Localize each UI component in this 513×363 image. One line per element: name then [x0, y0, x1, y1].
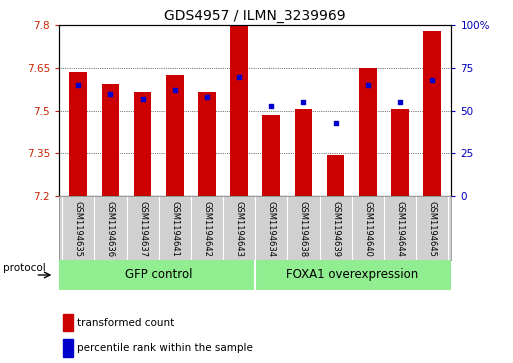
Point	[203, 94, 211, 100]
Bar	[198, 92, 216, 196]
Point	[106, 91, 114, 97]
Title: GDS4957 / ILMN_3239969: GDS4957 / ILMN_3239969	[164, 9, 346, 23]
Text: percentile rank within the sample: percentile rank within the sample	[76, 343, 252, 353]
Text: transformed count: transformed count	[76, 318, 174, 328]
Bar	[294, 109, 312, 196]
Point	[428, 77, 436, 83]
Bar	[69, 72, 87, 196]
Bar	[134, 92, 151, 196]
Bar	[230, 25, 248, 196]
Text: protocol: protocol	[3, 263, 46, 273]
Point	[396, 99, 404, 105]
Bar	[102, 84, 120, 196]
Point	[267, 103, 275, 109]
Bar	[63, 314, 73, 331]
Text: FOXA1 overexpression: FOXA1 overexpression	[286, 269, 418, 281]
Bar	[327, 155, 345, 196]
Text: GSM1194635: GSM1194635	[74, 201, 83, 257]
Point	[235, 74, 243, 79]
Text: GFP control: GFP control	[125, 269, 192, 281]
Point	[364, 82, 372, 88]
Bar	[359, 68, 377, 196]
Text: GSM1194640: GSM1194640	[363, 201, 372, 257]
Text: GSM1194634: GSM1194634	[267, 201, 276, 257]
Point	[139, 96, 147, 102]
Bar	[63, 339, 73, 357]
Text: GSM1194643: GSM1194643	[234, 201, 244, 257]
Text: GSM1194644: GSM1194644	[396, 201, 404, 257]
Text: GSM1194637: GSM1194637	[138, 201, 147, 257]
Text: GSM1194638: GSM1194638	[299, 201, 308, 257]
Point	[331, 120, 340, 126]
Bar	[423, 31, 441, 196]
Point	[74, 82, 83, 88]
Text: GSM1194642: GSM1194642	[203, 201, 211, 257]
Bar	[263, 115, 280, 196]
Bar	[391, 109, 409, 196]
Bar	[166, 75, 184, 196]
Text: GSM1194645: GSM1194645	[428, 201, 437, 257]
Text: GSM1194636: GSM1194636	[106, 201, 115, 257]
Text: GSM1194639: GSM1194639	[331, 201, 340, 257]
Point	[300, 99, 308, 105]
Text: GSM1194641: GSM1194641	[170, 201, 180, 257]
Point	[171, 87, 179, 93]
